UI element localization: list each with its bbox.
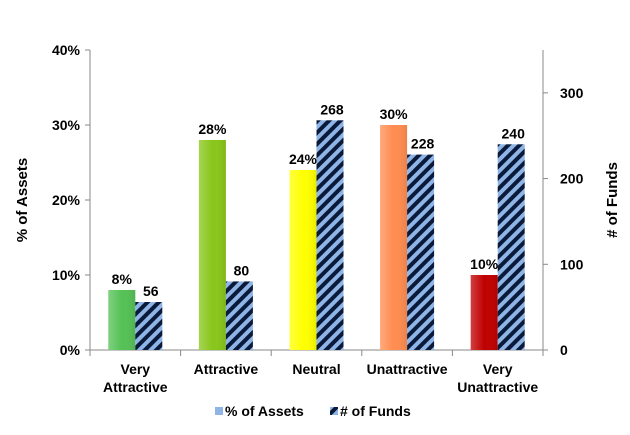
- y-tick-label: 0%: [60, 342, 81, 358]
- data-label-assets: 24%: [289, 151, 318, 167]
- bar-assets-shine: [289, 170, 317, 350]
- axes: 0% 10% 20% 30% 40% 0 100 200 300 Very Attractive At…: [52, 42, 584, 395]
- x-tick-label: Neutral: [292, 361, 340, 377]
- x-tick-label: Very: [483, 361, 513, 377]
- bars: [108, 120, 525, 351]
- data-label-funds: 268: [320, 101, 344, 117]
- y-tick-label: 40%: [52, 42, 81, 58]
- bar-funds: [497, 144, 525, 350]
- data-label-funds: 228: [411, 136, 435, 152]
- data-label-funds: 80: [234, 262, 250, 278]
- x-tick-label: Unattractive: [367, 361, 448, 377]
- data-label-assets: 28%: [198, 121, 227, 137]
- y2-tick-label: 0: [560, 342, 568, 358]
- y-tick-label: 20%: [52, 192, 81, 208]
- data-label-funds: 240: [502, 125, 526, 141]
- x-tick-label: Attractive: [103, 379, 168, 395]
- bar-assets-shine: [198, 140, 226, 350]
- y2-tick-label: 200: [560, 171, 584, 187]
- y2-tick-label: 100: [560, 256, 584, 272]
- legend-swatch-assets: [215, 407, 223, 415]
- legend-label-assets: % of Assets: [225, 403, 304, 419]
- bar-funds: [316, 120, 344, 351]
- legend: % of Assets # of Funds: [215, 403, 411, 419]
- data-labels: 8% 56 28% 80 24% 268 30%228 10% 240: [112, 101, 525, 299]
- bar-assets-shine: [108, 290, 136, 350]
- legend-label-funds: # of Funds: [340, 403, 411, 419]
- y2-axis-title: # of Funds: [604, 162, 621, 238]
- bar-assets-shine: [380, 125, 408, 350]
- legend-swatch-funds: [330, 407, 338, 415]
- bar-funds: [407, 154, 435, 350]
- y-tick-label: 30%: [52, 117, 81, 133]
- x-tick-label: Unattractive: [457, 379, 538, 395]
- y-tick-label: 10%: [52, 267, 81, 283]
- data-label-funds: 56: [143, 283, 159, 299]
- bar-funds: [135, 302, 163, 350]
- bar-funds: [225, 281, 253, 350]
- y2-tick-label: 300: [560, 85, 584, 101]
- y-axis-title: % of Assets: [14, 158, 31, 242]
- bar-assets-shine: [470, 275, 498, 350]
- x-tick-label: Attractive: [194, 361, 259, 377]
- data-label-assets: 30%: [380, 106, 409, 122]
- data-label-assets: 10%: [470, 256, 499, 272]
- x-tick-label: Very: [121, 361, 151, 377]
- data-label-assets: 8%: [112, 271, 133, 287]
